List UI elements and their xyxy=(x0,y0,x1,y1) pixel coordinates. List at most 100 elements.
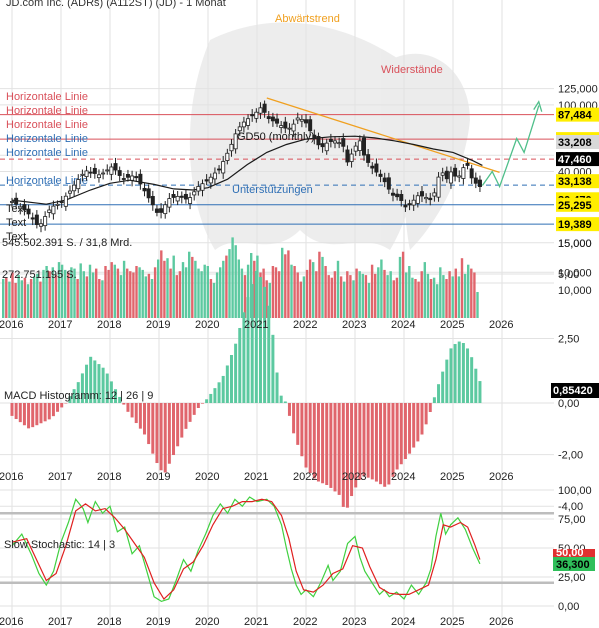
volume-bar xyxy=(296,272,299,318)
candle-body xyxy=(63,195,68,207)
price-panel: Horizontale Linie Horizontale Linie Horizo… xyxy=(0,13,554,243)
horizontal-line-label: Horizontale Linie xyxy=(6,105,88,117)
year-tick-label: 2025 xyxy=(440,471,464,483)
volume-bar xyxy=(57,262,61,318)
volume-bar xyxy=(429,279,433,318)
candle-body xyxy=(374,163,379,173)
volume-bar xyxy=(113,264,116,318)
volume-bar xyxy=(79,263,82,318)
candle-body xyxy=(328,138,333,142)
downtrend-line xyxy=(266,97,500,174)
year-tick-label: 2020 xyxy=(195,616,219,628)
volume-bar xyxy=(172,255,175,318)
volume-bar xyxy=(395,277,399,318)
macd-bar xyxy=(126,403,130,412)
macd-bar xyxy=(47,403,51,420)
macd-bar xyxy=(383,403,387,487)
macd-bar xyxy=(321,403,325,484)
macd-bar xyxy=(304,403,308,468)
volume-bar xyxy=(150,279,154,318)
price-badges: 87,48462,46847,46033,20833,13830,47025,2… xyxy=(551,107,599,571)
macd-last-badge xyxy=(551,383,599,398)
volume-bar xyxy=(73,268,76,318)
candle-body xyxy=(14,197,19,205)
macd-bar xyxy=(184,403,188,429)
volume-bar xyxy=(64,269,67,318)
volume-bar xyxy=(476,292,479,318)
year-tick-label: 2026 xyxy=(489,319,513,331)
macd-bar xyxy=(316,403,320,482)
volume-bar xyxy=(451,276,454,318)
price-badge xyxy=(556,152,599,167)
macd-bar xyxy=(196,403,200,409)
year-tick-label: 2025 xyxy=(440,319,464,331)
macd-bar xyxy=(391,403,395,477)
macd-tick-label: 0,00 xyxy=(558,398,579,410)
volume-bar xyxy=(312,262,315,318)
macd-tick-label: 2,50 xyxy=(558,334,579,346)
stoch-d-line xyxy=(11,498,481,600)
stoch-tick-label: 25,00 xyxy=(558,572,586,584)
volume-bar xyxy=(274,267,278,318)
year-tick-label: 2024 xyxy=(391,471,415,483)
text-annotation: Text xyxy=(6,217,26,229)
macd-bar xyxy=(478,381,482,403)
volume-bar xyxy=(436,284,439,318)
candle-body xyxy=(26,208,31,215)
candle-body xyxy=(287,127,292,130)
candle-body xyxy=(436,176,441,198)
candle-body xyxy=(250,114,255,117)
candle-body xyxy=(333,140,338,144)
macd-tick-label: -2,00 xyxy=(558,450,583,462)
candle-body xyxy=(337,142,342,145)
horizontal-line-label: Horizontale Linie xyxy=(6,133,88,145)
candle-body xyxy=(80,173,85,176)
candle-body xyxy=(345,149,350,163)
candle-body xyxy=(130,175,135,181)
candle-body xyxy=(266,116,271,120)
volume-bar xyxy=(426,273,430,318)
volume-bar xyxy=(318,251,321,318)
candle-body xyxy=(225,152,230,161)
macd-bar xyxy=(89,356,93,403)
volume-bar xyxy=(91,272,95,318)
volume-bar xyxy=(411,277,414,318)
candle-body xyxy=(295,117,300,121)
candle-body xyxy=(428,197,433,201)
volume-bar xyxy=(417,281,420,318)
candle-body xyxy=(175,195,180,202)
volume-bar xyxy=(215,272,219,318)
candle-body xyxy=(142,187,147,192)
volume-bar xyxy=(219,267,222,318)
candle-body xyxy=(18,206,23,210)
macd-bar xyxy=(358,403,362,480)
volume-bar xyxy=(287,250,290,318)
macd-bar xyxy=(461,343,465,403)
price-badge xyxy=(556,174,599,189)
volume-bar xyxy=(367,282,371,318)
macd-bar xyxy=(474,368,478,403)
horizontal-line-label: Horizontale Linie xyxy=(6,91,88,103)
stoch-green-badge xyxy=(553,557,595,571)
candle-body xyxy=(419,191,424,197)
volume-bar xyxy=(104,266,107,318)
macd-panel: MACD Histogramm: 12 | 26 | 9 xyxy=(4,270,482,508)
macd-bar xyxy=(72,389,76,403)
macd-bar xyxy=(395,403,399,470)
volume-bar xyxy=(29,279,33,318)
volume-bar xyxy=(82,271,85,318)
candle-body xyxy=(395,193,400,198)
candle-body xyxy=(113,163,118,171)
horizontal-line-label: Horizontale Linie xyxy=(6,175,88,187)
volume-bar xyxy=(281,247,284,318)
candle-body xyxy=(163,204,168,215)
volume-bar xyxy=(160,250,163,318)
volume-bar xyxy=(339,276,343,318)
price-tick-label: 15,000 xyxy=(558,238,592,250)
candle-body xyxy=(192,191,197,196)
macd-bar xyxy=(31,403,35,428)
volume-bar xyxy=(284,254,287,318)
candle-body xyxy=(200,183,205,191)
candle-body xyxy=(370,165,375,169)
macd-bar xyxy=(234,343,238,403)
